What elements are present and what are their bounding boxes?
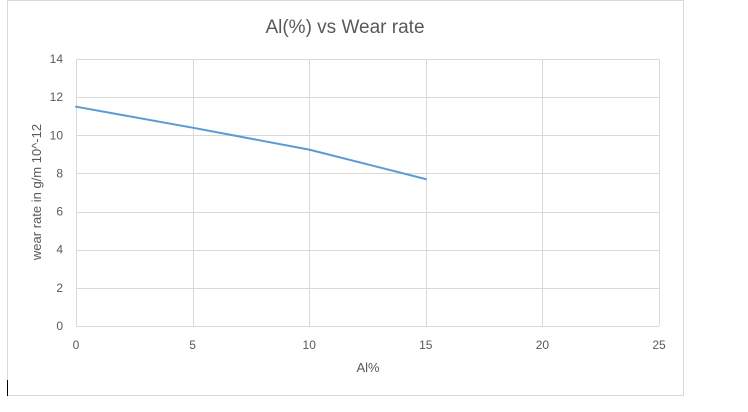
y-tick-label: 4 xyxy=(56,243,63,257)
x-tick-label: 15 xyxy=(419,338,433,352)
y-tick-label: 10 xyxy=(50,128,64,142)
data-point xyxy=(308,149,310,151)
series-layer xyxy=(75,105,427,181)
text-cursor xyxy=(7,380,8,396)
data-point xyxy=(192,127,194,129)
y-tick-label: 0 xyxy=(56,319,63,333)
data-point xyxy=(75,106,77,108)
x-tick-label: 5 xyxy=(189,338,196,352)
y-axis-title: wear rate in g/m 10^-12 xyxy=(29,124,44,261)
grid-layer xyxy=(76,59,660,326)
series-line xyxy=(75,105,427,181)
axis-layer xyxy=(76,59,659,327)
y-tick-label: 2 xyxy=(56,281,63,295)
x-tick-label: 20 xyxy=(536,338,550,352)
x-axis-title: Al% xyxy=(356,360,380,375)
y-tick-label: 6 xyxy=(56,205,63,219)
y-tick-label: 8 xyxy=(56,166,63,180)
chart-frame xyxy=(7,0,684,396)
chart-title: Al(%) vs Wear rate xyxy=(265,17,424,38)
label-layer: 0 2 4 6 8 10 12 14 0 5 10 15 20 25 xyxy=(50,52,666,352)
x-tick-label: 10 xyxy=(303,338,317,352)
y-tick-label: 12 xyxy=(50,90,64,104)
y-tick-label: 14 xyxy=(50,52,64,66)
x-tick-label: 25 xyxy=(652,338,666,352)
data-point xyxy=(425,178,427,180)
x-tick-label: 0 xyxy=(73,338,80,352)
